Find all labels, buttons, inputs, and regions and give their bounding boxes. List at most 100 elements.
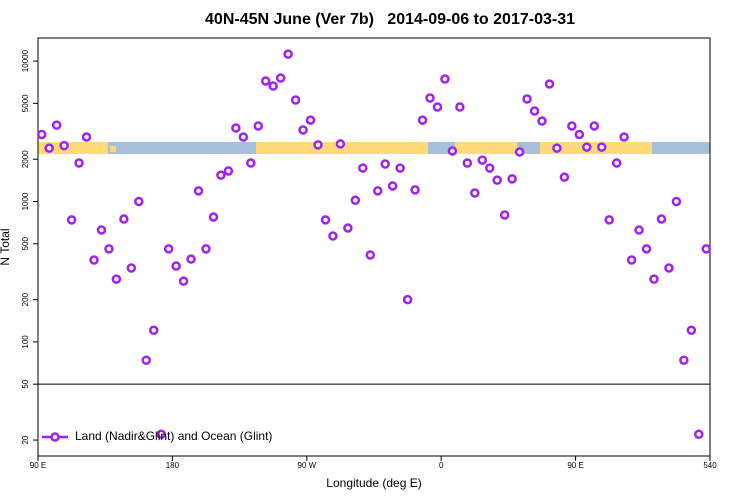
y-tick-label: 500: [21, 237, 30, 251]
point: [89, 255, 99, 265]
point: [470, 188, 480, 198]
y-tick-label: 5000: [21, 94, 30, 112]
point: [432, 102, 443, 112]
point: [111, 274, 122, 284]
point: [529, 106, 540, 116]
point: [343, 223, 353, 233]
point: [679, 355, 689, 366]
point: [320, 215, 331, 225]
point: [410, 185, 420, 195]
point: [141, 355, 152, 366]
point: [358, 163, 368, 173]
point: [686, 325, 697, 336]
point: [537, 116, 547, 126]
y-tick-label: 2000: [21, 150, 30, 168]
point: [544, 79, 555, 89]
point: [201, 244, 211, 254]
legend-label: Land (Nadir&Glint) and Ocean (Glint): [75, 429, 272, 443]
point: [51, 120, 62, 130]
point: [582, 142, 592, 152]
point: [74, 158, 84, 168]
point: [365, 250, 376, 260]
point: [66, 215, 77, 225]
land-ocean-band: [38, 142, 710, 154]
point: [119, 214, 129, 224]
point: [275, 73, 286, 83]
point: [81, 132, 92, 142]
point: [290, 95, 301, 105]
point: [171, 261, 181, 271]
land-band: [540, 142, 652, 154]
point: [328, 231, 338, 241]
plot-frame: [37, 37, 711, 457]
point: [59, 140, 69, 151]
land-band: [110, 146, 116, 152]
y-axis-label: N Total: [0, 228, 12, 265]
point: [335, 139, 346, 149]
point: [425, 93, 435, 103]
point: [619, 132, 629, 142]
point: [223, 166, 234, 176]
point: [477, 155, 488, 165]
point: [596, 142, 607, 152]
point: [246, 158, 256, 168]
x-tick-label: 0: [439, 461, 444, 470]
point: [134, 196, 144, 207]
point: [387, 181, 398, 191]
point: [447, 146, 458, 156]
land-band: [38, 142, 108, 154]
point: [126, 263, 137, 273]
chart-title: 40N-45N June (Ver 7b) 2014-09-06 to 2017…: [205, 11, 575, 28]
point: [604, 215, 614, 225]
point: [611, 158, 622, 168]
point: [298, 125, 308, 135]
point: [178, 276, 189, 286]
point: [634, 225, 644, 235]
point: [694, 429, 704, 439]
point: [552, 143, 562, 153]
point: [507, 174, 517, 184]
legend-marker: [50, 432, 60, 442]
point: [96, 225, 107, 235]
point: [522, 94, 532, 104]
point: [574, 129, 585, 140]
point: [156, 429, 166, 439]
point: [253, 121, 264, 131]
point: [238, 132, 249, 142]
point: [193, 186, 204, 196]
y-tick-label: 50: [21, 379, 30, 388]
point: [44, 143, 54, 153]
y-tick-label: 100: [21, 335, 30, 349]
point: [649, 274, 659, 284]
point: [148, 325, 159, 336]
point: [559, 172, 570, 182]
point: [36, 129, 47, 140]
x-tick-label: 90 E: [30, 461, 46, 470]
point: [440, 74, 450, 84]
point: [305, 115, 316, 125]
point: [395, 163, 405, 173]
point: [402, 294, 413, 305]
point: [216, 170, 226, 180]
point: [664, 263, 674, 273]
point: [656, 214, 667, 224]
point: [163, 244, 174, 254]
point: [417, 115, 428, 125]
point: [626, 255, 637, 265]
point: [380, 159, 390, 169]
point: [104, 244, 114, 254]
point: [589, 121, 600, 131]
x-tick-label: 90 W: [297, 461, 316, 470]
point: [455, 102, 465, 112]
point: [641, 244, 652, 254]
x-tick-label: 180: [166, 461, 180, 470]
y-tick-label: 1000: [21, 192, 30, 210]
x-tick-label: 540: [703, 461, 717, 470]
point: [671, 196, 682, 207]
point: [231, 123, 241, 133]
point: [567, 121, 577, 131]
x-axis-label: Longitude (deg E): [326, 476, 421, 490]
point: [492, 175, 502, 185]
